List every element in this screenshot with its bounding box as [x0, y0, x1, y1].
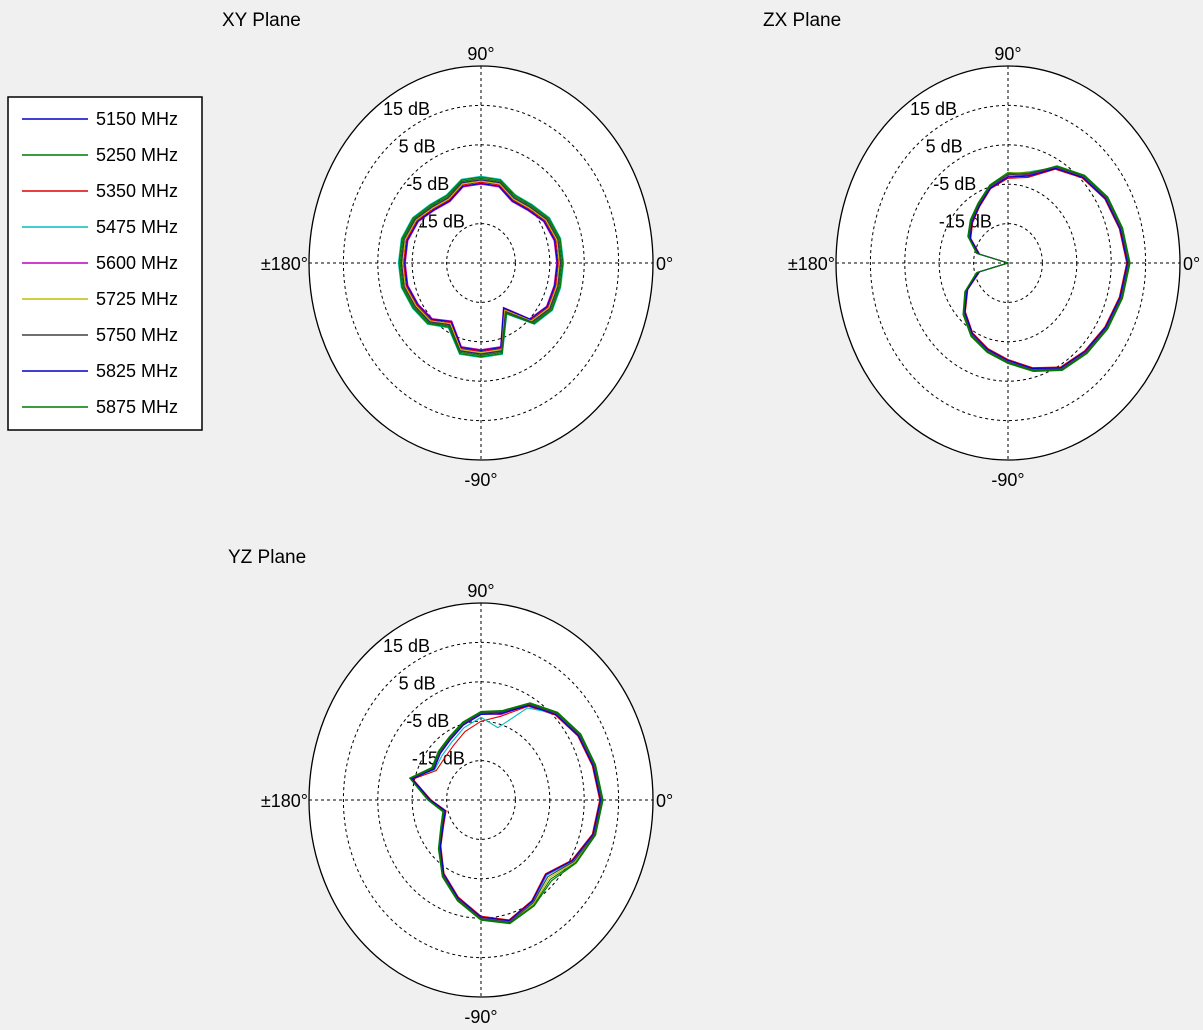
angle-label-neg90: -90°	[464, 1007, 497, 1027]
polar-grid-ring	[904, 144, 1112, 382]
angle-label-neg90: -90°	[464, 470, 497, 490]
radial-label: -15 dB	[939, 212, 992, 232]
radial-label: 15 dB	[383, 99, 430, 119]
polar-grid-ring	[869, 104, 1147, 422]
plot-title-yz: YZ Plane	[228, 547, 306, 568]
legend-label: 5350 MHz	[96, 181, 178, 201]
radial-label: -5 dB	[406, 174, 449, 194]
angle-label-180: ±180°	[261, 791, 308, 811]
series-line	[404, 182, 558, 352]
radial-label: 15 dB	[383, 636, 430, 656]
polar-outer-ring	[308, 65, 654, 461]
series-line	[411, 704, 601, 922]
angle-label-0: 0°	[656, 254, 673, 274]
series-line	[962, 165, 1130, 372]
polar-grid-ring	[377, 144, 585, 382]
series-line	[399, 177, 563, 357]
series-line	[400, 178, 562, 355]
series-line	[402, 180, 560, 354]
angle-label-180: ±180°	[261, 254, 308, 274]
legend-label: 5475 MHz	[96, 217, 178, 237]
legend-label: 5150 MHz	[96, 109, 178, 129]
series-line	[409, 702, 603, 924]
radial-label: 5 dB	[399, 674, 436, 694]
angle-label-90: 90°	[467, 44, 494, 64]
legend-label: 5250 MHz	[96, 145, 178, 165]
radial-label: 15 dB	[910, 99, 957, 119]
angle-label-0: 0°	[656, 791, 673, 811]
radial-label: -5 dB	[406, 711, 449, 731]
polar-grid-ring	[342, 104, 620, 422]
angle-label-0: 0°	[1183, 254, 1200, 274]
legend-label: 5875 MHz	[96, 397, 178, 417]
angle-label-90: 90°	[994, 44, 1021, 64]
plot-title-zx: ZX Plane	[763, 10, 841, 31]
legend-label: 5600 MHz	[96, 253, 178, 273]
legend-label: 5825 MHz	[96, 361, 178, 381]
polar-grid-ring	[377, 681, 585, 919]
radial-label: -5 dB	[933, 174, 976, 194]
polar-grid-ring	[342, 641, 620, 959]
polar-plot-xy: 90°0°-90°±180°15 dB5 dB-5 dB-15 dB	[261, 44, 673, 490]
radial-label: 5 dB	[926, 137, 963, 157]
legend-label: 5725 MHz	[96, 289, 178, 309]
series-line	[398, 176, 564, 358]
plot-title-xy: XY Plane	[222, 10, 301, 31]
legend: 5150 MHz 5250 MHz 5350 MHz 5475 MHz 5600 MHz…	[7, 96, 203, 431]
angle-label-neg90: -90°	[991, 470, 1024, 490]
angle-label-180: ±180°	[788, 254, 835, 274]
polar-plot-yz: 90°0°-90°±180°15 dB5 dB-5 dB-15 dB	[261, 581, 673, 1027]
series-line	[403, 181, 559, 353]
legend-label: 5750 MHz	[96, 325, 178, 345]
polar-plot-zx: 90° 0° -90° ±180° 15 dB 5 dB -5 dB -15 dB	[788, 44, 1200, 490]
angle-label-90: 90°	[467, 581, 494, 601]
radial-label: 5 dB	[399, 137, 436, 157]
